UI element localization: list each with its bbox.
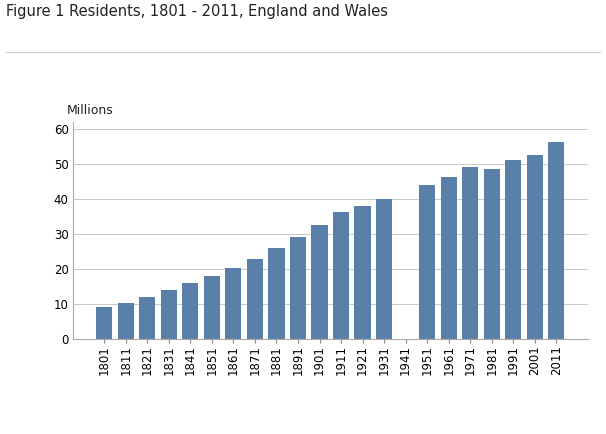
- Bar: [462, 167, 478, 339]
- Bar: [161, 290, 177, 339]
- Bar: [355, 206, 371, 339]
- Text: Millions: Millions: [67, 104, 113, 117]
- Bar: [204, 276, 220, 339]
- Bar: [182, 283, 198, 339]
- Bar: [527, 155, 543, 339]
- Bar: [96, 307, 112, 339]
- Bar: [139, 296, 155, 339]
- Bar: [376, 198, 392, 339]
- Bar: [548, 142, 564, 339]
- Bar: [333, 212, 349, 339]
- Bar: [247, 259, 263, 339]
- Text: Figure 1 Residents, 1801 - 2011, England and Wales: Figure 1 Residents, 1801 - 2011, England…: [6, 4, 388, 20]
- Bar: [225, 268, 241, 339]
- Bar: [290, 237, 306, 339]
- Bar: [441, 177, 457, 339]
- Bar: [419, 185, 435, 339]
- Bar: [505, 160, 521, 339]
- Bar: [311, 225, 328, 339]
- Bar: [484, 169, 500, 339]
- Bar: [268, 247, 285, 339]
- Bar: [118, 303, 134, 339]
